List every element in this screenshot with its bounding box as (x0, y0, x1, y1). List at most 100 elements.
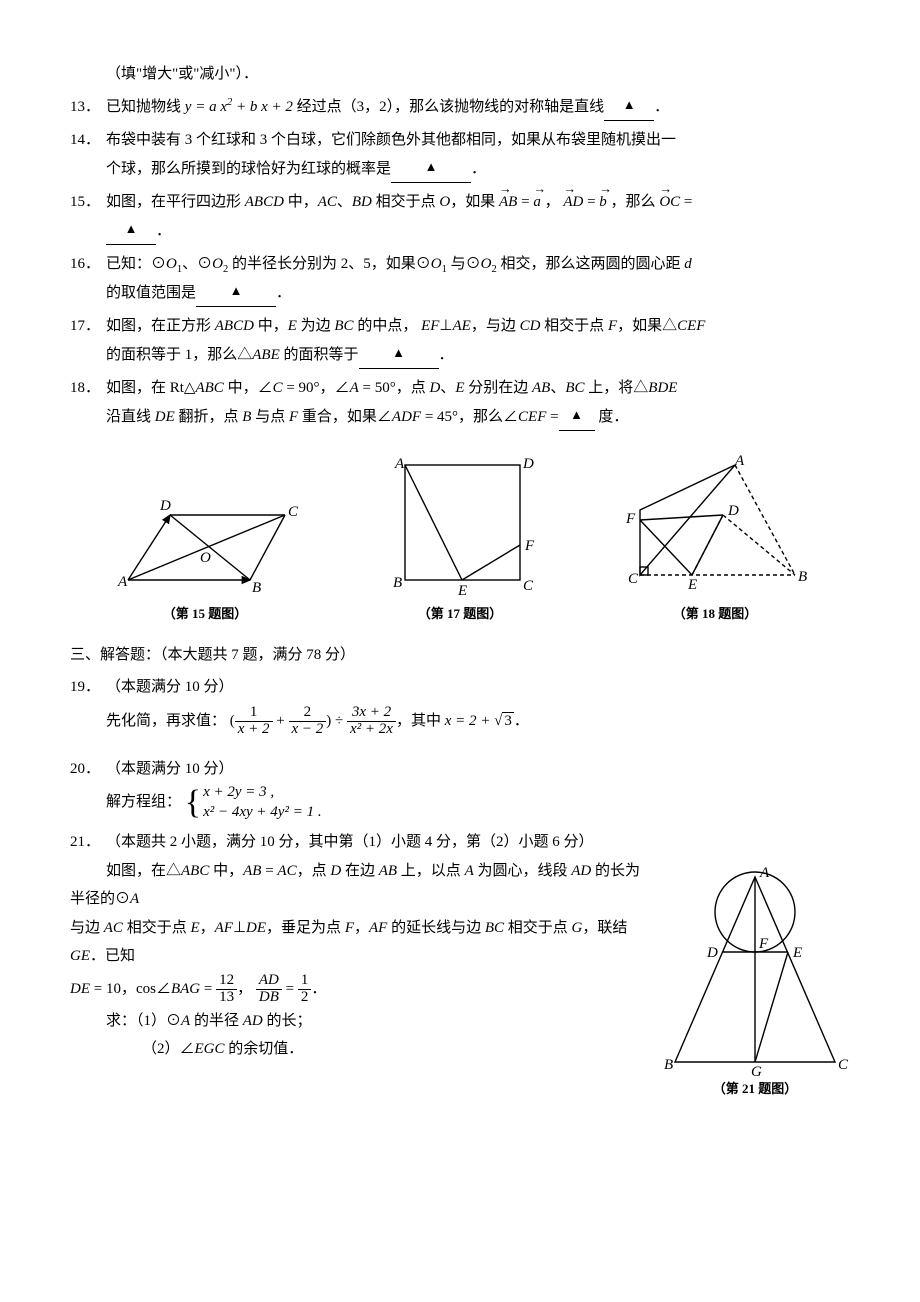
svg-text:B: B (393, 575, 402, 591)
q18-blank: ▲ (559, 402, 595, 432)
t: D (330, 863, 341, 879)
q20-body: 解方程组： { x + 2y = 3 , x² − 4xy + 4y² = 1 … (106, 783, 850, 822)
t: 相交，那么这两圆的圆心距 (497, 256, 685, 272)
t: 已知：⊙ (106, 256, 166, 272)
vec-ab: AB (499, 188, 517, 217)
t: ，如果△ (617, 318, 677, 334)
t: 翻折，点 (175, 409, 243, 425)
svg-text:C: C (288, 504, 299, 520)
t: A (465, 863, 474, 879)
q18: 18． 如图，在 Rt△ABC 中，∠C = 90°，∠A = 50°，点 D、… (70, 374, 850, 432)
q21-head: （本题共 2 小题，满分 10 分，其中第（1）小题 4 分，第（2）小题 6 … (106, 828, 850, 857)
t: 中， (209, 863, 243, 879)
q15-t1: 如图，在平行四边形 (106, 194, 245, 210)
fig18-cap: （第 18 题图） (620, 602, 810, 627)
t: CD (520, 318, 541, 334)
q20-num: 20． (70, 755, 106, 784)
t: AB (243, 863, 261, 879)
t: ，与边 (471, 318, 520, 334)
q13-num: 13． (70, 93, 106, 123)
frac: 2x − 2 (289, 705, 327, 738)
svg-text:A: A (734, 455, 745, 469)
svg-text:C: C (628, 571, 639, 587)
equation-system: { x + 2y = 3 , x² − 4xy + 4y² = 1 . (185, 783, 322, 822)
q18-body: 如图，在 Rt△ABC 中，∠C = 90°，∠A = 50°，点 D、E 分别… (106, 374, 850, 432)
t: AF (215, 920, 233, 936)
q13-blank: ▲ (604, 92, 654, 122)
svg-text:E: E (457, 583, 467, 599)
t: ⊥ (439, 318, 452, 334)
q19-num: 19． (70, 673, 106, 702)
svg-text:C: C (838, 1057, 849, 1073)
vec-oc: OC (659, 188, 680, 217)
t: 与⊙ (447, 256, 481, 272)
t: 的长； (263, 1013, 312, 1029)
sqrt: 3 (494, 702, 514, 741)
t: 如图，在△ (106, 863, 181, 879)
svg-text:B: B (798, 569, 807, 585)
svg-text:C: C (523, 578, 534, 594)
t: 相交于点 (504, 920, 572, 936)
svg-text:D: D (159, 498, 171, 514)
q14-post: ． (471, 161, 486, 177)
t: O (481, 256, 492, 272)
t: 与点 (251, 409, 289, 425)
q15: 15． 如图，在平行四边形 ABCD 中，AC、BD 相交于点 O，如果 AB … (70, 188, 850, 246)
t: 先化简，再求值： (106, 713, 226, 729)
t: AD (571, 863, 591, 879)
t: E (288, 318, 297, 334)
vec-a: a (533, 188, 541, 217)
t: 相交于点 (372, 194, 440, 210)
t: ． (439, 347, 454, 363)
section3-title: 三、解答题：（本大题共 7 题，满分 78 分） (70, 641, 850, 670)
t: 沿直线 (106, 409, 155, 425)
q14: 14． 布袋中装有 3 个红球和 3 个白球，它们除颜色外其他都相同，如果从布袋… (70, 126, 850, 184)
t: 、⊙ (182, 256, 212, 272)
t: O (431, 256, 442, 272)
t: ， (541, 194, 564, 210)
svg-text:D: D (706, 945, 718, 961)
t: 相交于点 (123, 920, 191, 936)
q14-num: 14． (70, 126, 106, 184)
t: ，其中 (396, 713, 445, 729)
t: AB (532, 380, 550, 396)
frac: 1x + 2 (235, 705, 273, 738)
t: 为圆心，线段 (474, 863, 572, 879)
t: BC (334, 318, 353, 334)
t: 、 (440, 380, 455, 396)
t: = (546, 409, 558, 425)
q15-bd: BD (352, 194, 372, 210)
t: 的半径 (190, 1013, 243, 1029)
t: 分别在边 (464, 380, 532, 396)
t: ABE (252, 347, 280, 363)
t: A (181, 1013, 190, 1029)
t: ADF (392, 409, 421, 425)
q20: 20． （本题满分 10 分） (70, 755, 850, 784)
t: 中， (254, 318, 288, 334)
t: 的延长线与边 (387, 920, 485, 936)
q14-body: 布袋中装有 3 个红球和 3 个白球，它们除颜色外其他都相同，如果从布袋里随机摸… (106, 126, 850, 184)
t: F (608, 318, 617, 334)
t: ABC (181, 863, 209, 879)
q19-head: （本题满分 10 分） (106, 673, 850, 702)
svg-text:F: F (524, 538, 535, 554)
t: AF (369, 920, 387, 936)
t: = (583, 194, 599, 210)
t: ，如果 (450, 194, 499, 210)
q15-body: 如图，在平行四边形 ABCD 中，AC、BD 相交于点 O，如果 AB = a … (106, 188, 850, 246)
t: A (130, 891, 139, 907)
frac: 1213 (216, 973, 237, 1006)
t: EGC (195, 1041, 225, 1057)
t: d (684, 256, 692, 272)
t: 上，以点 (397, 863, 465, 879)
q15-num: 15． (70, 188, 106, 246)
t: DE (70, 981, 90, 997)
t: ⊥ (233, 920, 246, 936)
q12-tail: （填"增大"或"减小"）． (106, 60, 850, 89)
q17: 17． 如图，在正方形 ABCD 中，E 为边 BC 的中点， EF⊥AE，与边… (70, 312, 850, 370)
q13: 13． 已知抛物线 y = a x2 + b x + 2 经过点（3，2），那么… (70, 93, 850, 123)
t: GE (70, 948, 90, 964)
q15-blank: ▲ (106, 216, 156, 246)
t: A (350, 380, 359, 396)
t: 的取值范围是 (106, 285, 196, 301)
